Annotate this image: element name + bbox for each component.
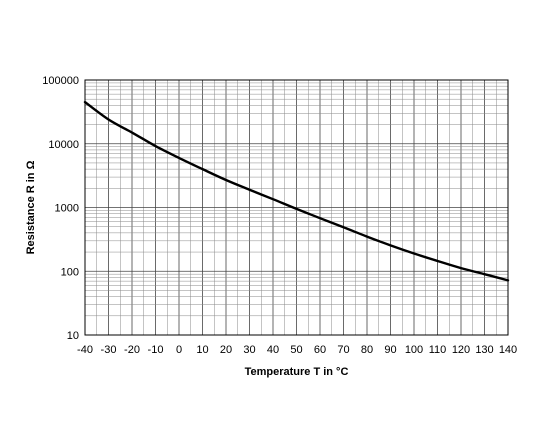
y-tick-labels: 10 100 1000 10000 100000 [42,75,79,342]
y-tick-label: 100 [61,266,79,278]
y-tick-label: 1000 [55,203,79,215]
y-tick-label: 100000 [42,75,79,87]
x-tick-label: -20 [124,344,140,356]
x-tick-label: 60 [314,344,326,356]
x-tick-label: 120 [452,344,470,356]
x-tick-label: 110 [429,344,447,356]
x-tick-label: 90 [384,344,396,356]
resistance-curve [83,100,510,282]
x-tick-label: 0 [176,344,182,356]
grid [84,79,509,336]
x-tick-label: -40 [77,344,93,356]
y-axis-label: Resistance R in Ω [25,160,37,254]
y-tick-label: 10 [67,330,79,342]
x-tick-labels: -40 -30 -20 -10 0 10 20 30 40 50 60 70 80 90 100 110 120… [77,344,517,356]
x-tick-label: 70 [337,344,349,356]
x-axis-label: Temperature T in °C [245,366,349,378]
plot-frame [84,79,509,336]
x-tick-label: -10 [148,344,164,356]
x-tick-label: 10 [196,344,208,356]
x-tick-label: 100 [405,344,423,356]
x-tick-label: 40 [267,344,279,356]
x-tick-label: 80 [361,344,373,356]
x-tick-label: 50 [290,344,302,356]
x-tick-label: 30 [243,344,255,356]
x-tick-label: 140 [499,344,517,356]
x-tick-label: 20 [220,344,232,356]
y-tick-label: 10000 [48,139,79,151]
x-tick-label: 130 [475,344,493,356]
x-tick-label: -30 [101,344,117,356]
